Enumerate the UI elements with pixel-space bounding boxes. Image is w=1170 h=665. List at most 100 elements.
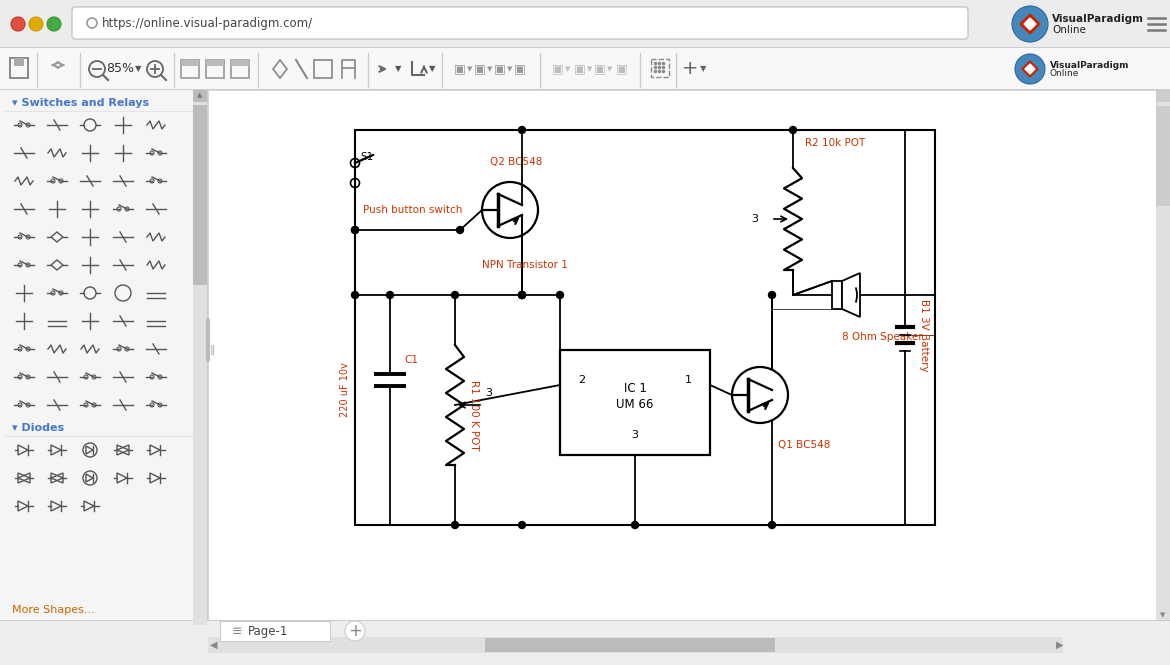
Text: Q2 BC548: Q2 BC548 [490,157,543,167]
Circle shape [1016,54,1045,84]
Text: ▼: ▼ [428,65,435,74]
Text: S1: S1 [360,152,373,162]
Text: UM 66: UM 66 [617,398,654,412]
Text: ▣: ▣ [494,63,505,76]
Text: https://online.visual-paradigm.com/: https://online.visual-paradigm.com/ [102,17,314,29]
Text: ▶: ▶ [1057,640,1064,650]
Text: 2: 2 [578,375,585,385]
Circle shape [769,291,776,299]
Text: ‖: ‖ [209,344,215,355]
Text: 3: 3 [751,214,758,224]
Bar [181,60,199,78]
Text: ▼: ▼ [467,66,473,72]
Bar [0,620,1170,665]
Bar [0,89,1170,90]
Bar [0,90,208,625]
Circle shape [518,291,525,299]
Circle shape [482,182,538,238]
Text: ▣: ▣ [617,63,628,76]
Circle shape [386,291,393,299]
Text: ▼: ▼ [135,65,142,74]
Polygon shape [842,273,860,317]
Bar [1156,90,1170,102]
Text: ▼: ▼ [587,66,593,72]
Text: IC 1: IC 1 [624,382,647,394]
Text: +: + [347,622,362,640]
Text: ▼: ▼ [508,66,512,72]
Text: More Shapes...: More Shapes... [12,605,95,615]
Bar [0,48,1170,90]
Text: ▣: ▣ [594,63,606,76]
Circle shape [452,291,459,299]
Text: ▲: ▲ [1161,93,1165,99]
Bar [220,621,330,641]
Text: ▼: ▼ [565,66,571,72]
Text: ≡: ≡ [232,624,242,638]
Circle shape [732,367,789,423]
Polygon shape [1020,14,1040,34]
Text: ▼: ▼ [1161,612,1165,618]
Text: C1: C1 [404,355,418,365]
Text: NPN Transistor 1: NPN Transistor 1 [482,260,567,270]
Polygon shape [1025,64,1035,74]
Text: B1 3V Battery: B1 3V Battery [918,299,929,371]
Bar [181,60,199,66]
Circle shape [351,227,358,233]
Bar [206,60,223,78]
Text: ▣: ▣ [552,63,564,76]
Bar [230,60,249,78]
Text: ▣: ▣ [514,63,525,76]
Circle shape [452,521,459,529]
Bar [193,90,207,625]
Bar [230,60,249,66]
Bar [0,0,1170,48]
Bar [206,60,223,66]
Circle shape [351,227,358,233]
Text: ▣: ▣ [474,63,486,76]
Circle shape [29,17,43,31]
Bar [208,90,1156,620]
Bar [14,58,25,66]
Polygon shape [1024,18,1035,30]
Circle shape [557,291,564,299]
Text: Push button switch: Push button switch [363,205,462,215]
Text: ▾ Diodes: ▾ Diodes [12,423,64,433]
Bar [193,105,207,285]
Text: ◀: ◀ [211,640,218,650]
Bar [1156,106,1170,206]
Bar [832,281,842,309]
Polygon shape [1023,61,1038,77]
Text: ▣: ▣ [454,63,466,76]
Text: 3: 3 [632,430,639,440]
Circle shape [518,291,525,299]
Text: ▼: ▼ [488,66,493,72]
Text: ▣: ▣ [574,63,586,76]
Text: +: + [682,59,698,78]
Circle shape [1012,6,1048,42]
Circle shape [518,126,525,134]
Circle shape [11,17,25,31]
Text: VisualParadigm: VisualParadigm [1052,14,1144,24]
Bar [651,59,669,77]
Circle shape [518,291,525,299]
FancyBboxPatch shape [73,7,968,39]
Text: Q1 BC548: Q1 BC548 [778,440,831,450]
Circle shape [351,291,358,299]
Text: 85%: 85% [106,63,135,76]
Bar [486,638,775,652]
Circle shape [632,521,639,529]
Text: R2 10k POT: R2 10k POT [805,138,866,148]
Text: Online: Online [1049,70,1080,78]
Text: 8 Ohm Speaker: 8 Ohm Speaker [842,332,923,342]
Text: R1 100 K POT: R1 100 K POT [469,380,479,450]
Bar [355,130,935,525]
Circle shape [345,621,365,641]
Text: 3: 3 [486,388,493,398]
Text: 1: 1 [684,375,691,385]
Bar [208,637,1064,653]
Bar [11,58,28,78]
Circle shape [769,521,776,529]
Circle shape [456,227,463,233]
Text: ▲: ▲ [198,92,202,98]
Circle shape [47,17,61,31]
